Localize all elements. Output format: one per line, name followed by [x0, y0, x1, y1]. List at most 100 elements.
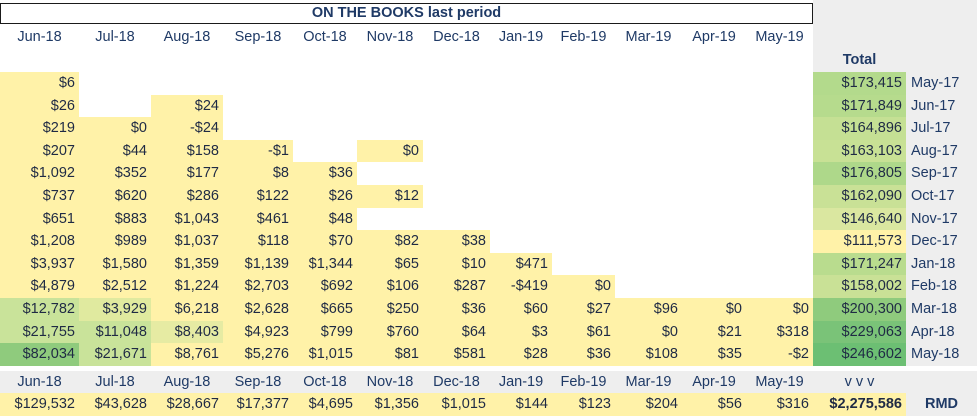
- data-cell[interactable]: $8: [223, 162, 293, 185]
- data-cell[interactable]: [223, 117, 293, 140]
- data-cell[interactable]: $318: [746, 320, 813, 344]
- data-cell[interactable]: [423, 117, 490, 140]
- data-cell[interactable]: [746, 72, 813, 95]
- data-cell[interactable]: $106: [357, 275, 423, 298]
- data-cell[interactable]: [682, 185, 746, 208]
- data-cell[interactable]: $158: [151, 139, 223, 163]
- data-cell[interactable]: [615, 185, 682, 208]
- row-total[interactable]: $176,805: [813, 162, 906, 185]
- data-cell[interactable]: $36: [293, 162, 357, 185]
- row-total[interactable]: $162,090: [813, 185, 906, 208]
- data-cell[interactable]: $0: [357, 139, 423, 163]
- data-cell[interactable]: [682, 139, 746, 163]
- row-total[interactable]: $171,247: [813, 252, 906, 276]
- row-total[interactable]: $164,896: [813, 117, 906, 140]
- data-cell[interactable]: [423, 139, 490, 163]
- data-cell[interactable]: [552, 94, 615, 118]
- data-cell[interactable]: [682, 72, 746, 95]
- data-cell[interactable]: $471: [490, 252, 552, 276]
- data-cell[interactable]: [423, 72, 490, 95]
- data-cell[interactable]: $177: [151, 162, 223, 185]
- column-total[interactable]: $1,015: [423, 393, 490, 416]
- data-cell[interactable]: $3: [490, 320, 552, 344]
- data-cell[interactable]: $692: [293, 275, 357, 298]
- data-cell[interactable]: [293, 139, 357, 163]
- data-cell[interactable]: $6: [0, 72, 79, 95]
- data-cell[interactable]: -$419: [490, 275, 552, 298]
- data-cell[interactable]: $250: [357, 298, 423, 321]
- data-cell[interactable]: [682, 94, 746, 118]
- data-cell[interactable]: [682, 252, 746, 276]
- data-cell[interactable]: $36: [423, 298, 490, 321]
- data-cell[interactable]: $21,671: [79, 343, 151, 366]
- data-cell[interactable]: $28: [490, 343, 552, 366]
- column-total[interactable]: $144: [490, 393, 552, 416]
- column-total[interactable]: $56: [682, 393, 746, 416]
- row-total[interactable]: $163,103: [813, 139, 906, 163]
- data-cell[interactable]: [490, 230, 552, 253]
- data-cell[interactable]: $4,923: [223, 320, 293, 344]
- data-cell[interactable]: [746, 207, 813, 231]
- data-cell[interactable]: [682, 207, 746, 231]
- data-cell[interactable]: $0: [746, 298, 813, 321]
- data-cell[interactable]: $1,344: [293, 252, 357, 276]
- data-cell[interactable]: [293, 94, 357, 118]
- data-cell[interactable]: [79, 72, 151, 95]
- data-cell[interactable]: $799: [293, 320, 357, 344]
- data-cell[interactable]: [490, 139, 552, 163]
- data-cell[interactable]: $1,139: [223, 252, 293, 276]
- data-cell[interactable]: $26: [293, 185, 357, 208]
- data-cell[interactable]: $1,043: [151, 207, 223, 231]
- row-total[interactable]: $146,640: [813, 207, 906, 231]
- data-cell[interactable]: $8,761: [151, 343, 223, 366]
- data-cell[interactable]: [490, 117, 552, 140]
- data-cell[interactable]: [746, 162, 813, 185]
- data-cell[interactable]: $651: [0, 207, 79, 231]
- row-total[interactable]: $158,002: [813, 275, 906, 298]
- data-cell[interactable]: $96: [615, 298, 682, 321]
- data-cell[interactable]: [615, 230, 682, 253]
- data-cell[interactable]: [615, 94, 682, 118]
- data-cell[interactable]: $2,512: [79, 275, 151, 298]
- row-total[interactable]: $173,415: [813, 72, 906, 95]
- data-cell[interactable]: $108: [615, 343, 682, 366]
- data-cell[interactable]: $1,580: [79, 252, 151, 276]
- data-cell[interactable]: $0: [79, 117, 151, 140]
- data-cell[interactable]: [552, 72, 615, 95]
- data-cell[interactable]: [423, 207, 490, 231]
- data-cell[interactable]: $12,782: [0, 298, 79, 321]
- data-cell[interactable]: $0: [615, 320, 682, 344]
- data-cell[interactable]: [357, 207, 423, 231]
- data-cell[interactable]: $286: [151, 185, 223, 208]
- data-cell[interactable]: $35: [682, 343, 746, 366]
- data-cell[interactable]: $620: [79, 185, 151, 208]
- data-cell[interactable]: $4,879: [0, 275, 79, 298]
- data-cell[interactable]: $5,276: [223, 343, 293, 366]
- data-cell[interactable]: $989: [79, 230, 151, 253]
- data-cell[interactable]: [552, 162, 615, 185]
- column-total[interactable]: $129,532: [0, 393, 79, 416]
- data-cell[interactable]: [746, 275, 813, 298]
- data-cell[interactable]: $21,755: [0, 320, 79, 344]
- column-total[interactable]: $1,356: [357, 393, 423, 416]
- data-cell[interactable]: $1,037: [151, 230, 223, 253]
- data-cell[interactable]: $219: [0, 117, 79, 140]
- data-cell[interactable]: $81: [357, 343, 423, 366]
- data-cell[interactable]: [615, 72, 682, 95]
- data-cell[interactable]: $61: [552, 320, 615, 344]
- data-cell[interactable]: [357, 117, 423, 140]
- data-cell[interactable]: [490, 185, 552, 208]
- data-cell[interactable]: $581: [423, 343, 490, 366]
- data-cell[interactable]: $1,224: [151, 275, 223, 298]
- column-total[interactable]: $4,695: [293, 393, 357, 416]
- column-total[interactable]: $43,628: [79, 393, 151, 416]
- data-cell[interactable]: [746, 185, 813, 208]
- data-cell[interactable]: -$24: [151, 117, 223, 140]
- data-cell[interactable]: $118: [223, 230, 293, 253]
- data-cell[interactable]: $122: [223, 185, 293, 208]
- data-cell[interactable]: $0: [552, 275, 615, 298]
- data-cell[interactable]: $24: [151, 94, 223, 118]
- data-cell[interactable]: $2,703: [223, 275, 293, 298]
- data-cell[interactable]: $352: [79, 162, 151, 185]
- data-cell[interactable]: [490, 72, 552, 95]
